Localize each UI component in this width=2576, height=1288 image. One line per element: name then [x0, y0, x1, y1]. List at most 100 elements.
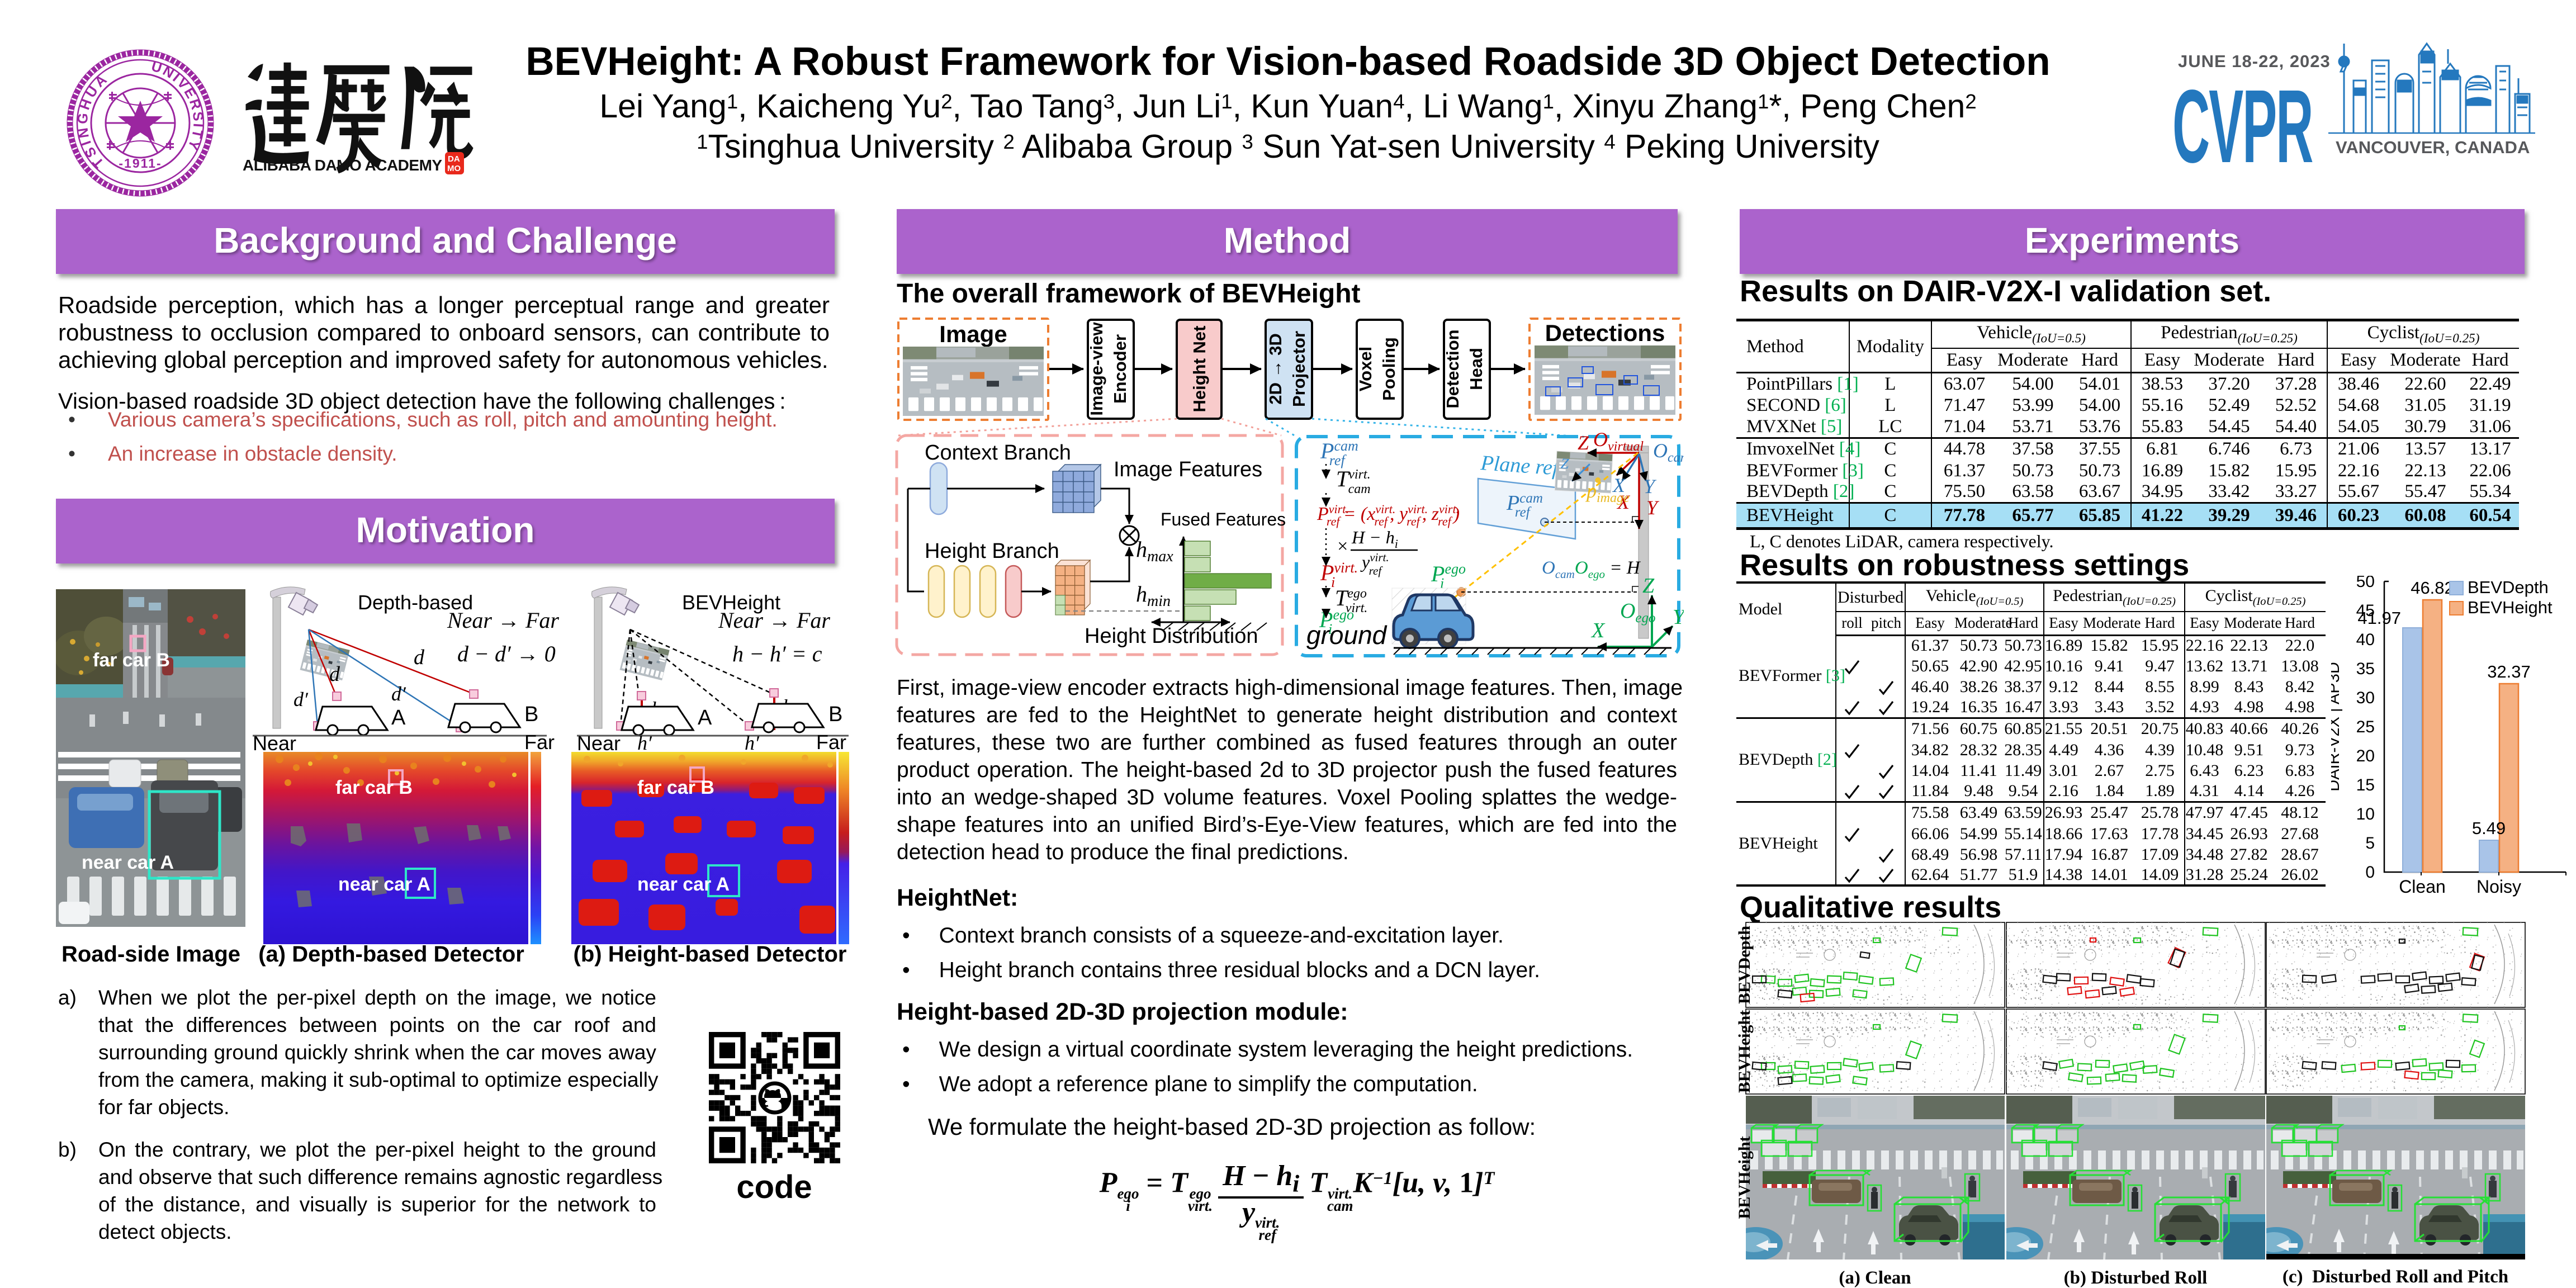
svg-text:Fused Features: Fused Features — [1161, 509, 1286, 529]
svg-text:ground: ground — [1306, 621, 1388, 650]
svg-text:Projector: Projector — [1289, 331, 1309, 407]
svg-text:Context Branch: Context Branch — [925, 441, 1071, 465]
svg-text:DA: DA — [448, 154, 460, 164]
svg-text:46.82: 46.82 — [2411, 578, 2454, 598]
svg-text:5.49: 5.49 — [2472, 818, 2506, 838]
svg-text:(a) Depth-based Detector: (a) Depth-based Detector — [258, 942, 524, 967]
svg-text:B: B — [828, 703, 842, 726]
svg-text:Clean: Clean — [2399, 877, 2446, 897]
svg-text:Height Branch: Height Branch — [925, 539, 1059, 563]
svg-text:2D → 3D: 2D → 3D — [1266, 333, 1285, 404]
svg-text:Head: Head — [1466, 348, 1486, 390]
svg-text:h − h′ = c: h − h′ = c — [732, 641, 822, 666]
svg-text:X: X — [1616, 491, 1631, 513]
svg-text:X: X — [1590, 619, 1606, 642]
svg-text:BEVDepth: BEVDepth — [1735, 926, 1754, 1004]
svg-text:(b) Height-based Detector: (b) Height-based Detector — [574, 942, 847, 967]
svg-text:BEVHeight: BEVHeight — [1735, 1136, 1754, 1219]
svg-text:(c) Disturbed Roll and Pitch: (c) Disturbed Roll and Pitch — [2283, 1267, 2508, 1287]
svg-text:Depth-based: Depth-based — [358, 591, 473, 614]
svg-text:Near: Near — [253, 732, 296, 755]
svg-text:B: B — [524, 703, 538, 726]
svg-text:(a) Clean: (a) Clean — [1839, 1268, 1911, 1288]
svg-text:32.37: 32.37 — [2487, 662, 2531, 681]
svg-text:near car A: near car A — [82, 852, 174, 873]
svg-text:Tvirt.cam: Tvirt. cam — [1336, 466, 1371, 496]
svg-text:Near: Near — [577, 732, 621, 755]
svg-text:40: 40 — [2356, 631, 2375, 649]
svg-text:41.97: 41.97 — [2357, 608, 2401, 628]
svg-text:hmax: hmax — [1136, 537, 1173, 565]
svg-text:Height Distribution: Height Distribution — [1085, 624, 1258, 648]
svg-text:25: 25 — [2356, 718, 2375, 736]
svg-text:15: 15 — [2356, 776, 2375, 794]
svg-text:0: 0 — [2365, 863, 2375, 882]
svg-text:Encoder: Encoder — [1110, 334, 1130, 404]
svg-text:d: d — [329, 662, 340, 686]
svg-text:Z: Z — [1560, 455, 1569, 472]
svg-text:50: 50 — [2356, 576, 2375, 591]
svg-text:d′: d′ — [391, 683, 406, 705]
svg-text:h′: h′ — [637, 732, 652, 754]
svg-text:X: X — [1612, 474, 1626, 496]
svg-text:pimage: pimage — [1585, 480, 1630, 505]
svg-text:d − d′ → 0: d − d′ → 0 — [457, 641, 556, 666]
svg-text:UNIVERSITY: UNIVERSITY — [149, 58, 206, 154]
svg-text:d′: d′ — [293, 688, 309, 711]
svg-text:d: d — [414, 646, 425, 669]
svg-text:Y: Y — [1673, 605, 1684, 629]
svg-text:Z: Z — [1578, 432, 1589, 454]
svg-text:10: 10 — [2356, 805, 2375, 823]
svg-text:OcamOego = H: OcamOego = H — [1542, 558, 1641, 581]
svg-text:far car B: far car B — [335, 777, 413, 798]
svg-text:Pvirt.ref= (xvirt.ref, yvirt.r: Pvirt. ref = (xvirt. ref, yvirt. ref, zvirt.… — [1317, 502, 1460, 528]
svg-text:H − hi: H − hi — [1351, 527, 1398, 551]
svg-text:Near → Far: Near → Far — [718, 608, 830, 633]
svg-text:BEVDepth: BEVDepth — [2468, 577, 2549, 597]
svg-text:Voxel: Voxel — [1356, 347, 1375, 391]
svg-text:yvirt.ref: yvirt. ref — [1360, 551, 1389, 577]
svg-text:near car A: near car A — [637, 874, 730, 895]
svg-text:Detection: Detection — [1443, 329, 1462, 408]
svg-text:Near → Far: Near → Far — [447, 608, 559, 633]
svg-text:Plane ref: Plane ref — [1479, 451, 1561, 480]
svg-text:Road-side Image: Road-side Image — [61, 942, 240, 967]
svg-text:Ovirtual: Ovirtual — [1593, 428, 1644, 454]
svg-text:Noisy: Noisy — [2476, 877, 2521, 897]
svg-text:Ocam: Ocam — [1653, 439, 1684, 465]
svg-text:Detections: Detections — [1545, 320, 1665, 346]
svg-text:Oego: Oego — [1620, 599, 1656, 626]
svg-text:20: 20 — [2356, 747, 2375, 765]
svg-text:far car B: far car B — [637, 777, 714, 798]
svg-text:ALIBABA DAMO ACADEMY: ALIBABA DAMO ACADEMY — [243, 157, 442, 174]
svg-text:5: 5 — [2365, 834, 2375, 853]
svg-text:h′: h′ — [745, 732, 760, 754]
svg-text:BEVHeight: BEVHeight — [682, 591, 780, 614]
svg-text:Far: Far — [816, 731, 846, 754]
svg-text:Y: Y — [1646, 496, 1660, 519]
svg-text:far car B: far car B — [93, 650, 170, 671]
svg-text:Image-view: Image-view — [1087, 322, 1106, 416]
svg-text:near car A: near car A — [338, 874, 430, 895]
svg-text:Y: Y — [1644, 475, 1657, 498]
svg-text:Height Net: Height Net — [1190, 326, 1209, 413]
svg-text:Image: Image — [939, 321, 1007, 347]
svg-text:A: A — [391, 706, 406, 730]
svg-text:(b) Disturbed Roll: (b) Disturbed Roll — [2064, 1268, 2208, 1288]
svg-text:MO: MO — [447, 164, 461, 173]
svg-text:hmin: hmin — [1136, 581, 1171, 610]
svg-text:Image Features: Image Features — [1114, 458, 1262, 481]
svg-text:BEVHeight: BEVHeight — [1735, 1010, 1754, 1093]
svg-text:45: 45 — [2356, 602, 2375, 620]
svg-text:Pooling: Pooling — [1379, 337, 1399, 401]
svg-text:Far: Far — [524, 731, 555, 754]
svg-text:×: × — [1336, 536, 1349, 557]
svg-text:30: 30 — [2356, 689, 2375, 707]
svg-text:A: A — [698, 706, 712, 730]
svg-text:DAIR-V2X | AP3D: DAIR-V2X | AP3D — [2331, 662, 2343, 792]
svg-text:Z: Z — [1642, 574, 1655, 598]
svg-text:BEVHeight: BEVHeight — [2468, 598, 2553, 617]
